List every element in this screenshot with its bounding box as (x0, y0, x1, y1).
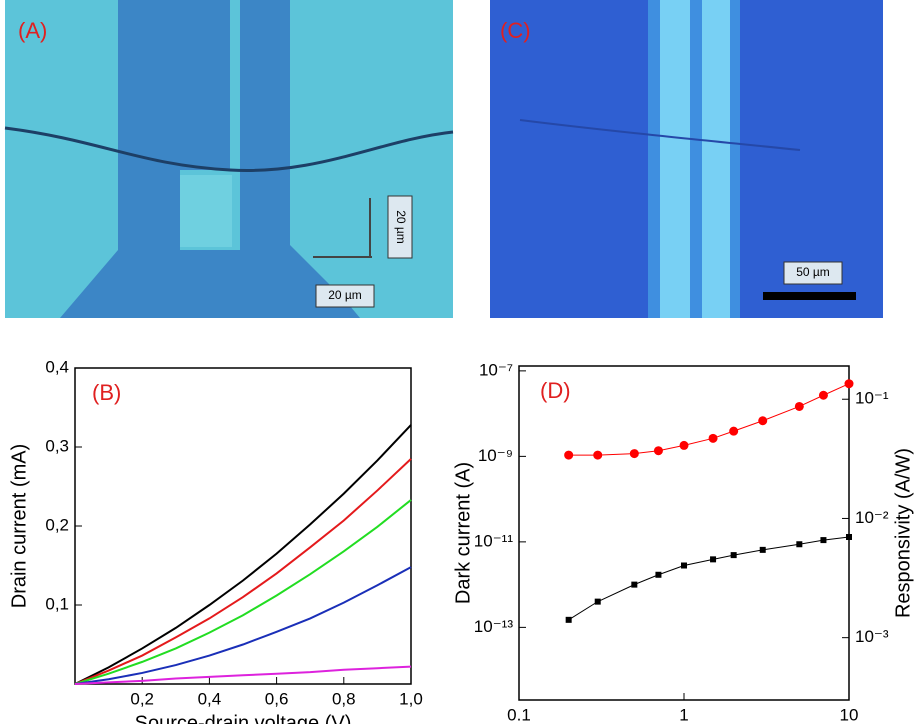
data-point (796, 541, 803, 548)
gap (180, 0, 230, 170)
data-point (710, 556, 717, 563)
data-point (820, 537, 827, 544)
plot-frame (518, 365, 850, 701)
y-tick-label: 10⁻⁷ (479, 360, 513, 379)
y2-axis-label: Responsivity (A/W) (892, 448, 914, 618)
panel-label: (D) (540, 378, 571, 403)
y-tick-label: 10⁻¹¹ (474, 531, 514, 550)
x-tick-label: 1,0 (399, 689, 423, 708)
data-point (629, 449, 639, 459)
panel-label: (B) (92, 380, 121, 405)
data-point (758, 416, 768, 426)
data-point (708, 433, 718, 443)
y-axis-label: Drain current (mA) (8, 444, 30, 608)
scale-box (783, 261, 843, 285)
data-point (794, 401, 804, 411)
series-line (568, 536, 850, 621)
data-point (655, 571, 662, 578)
data-point (846, 533, 852, 540)
waveguide (660, 0, 690, 318)
micrograph-c: 50 µm (C) (490, 0, 883, 318)
x-tick-label: 10 (840, 705, 859, 724)
y-axis-label: Dark current (A) (452, 462, 474, 604)
data-point (564, 450, 574, 460)
y-tick-label: 10⁻¹³ (474, 617, 514, 636)
x-tick-label: 0,8 (332, 689, 356, 708)
x-tick-label: 0,2 (130, 689, 154, 708)
fiber (4, 126, 454, 172)
series-line (74, 566, 412, 685)
micrograph-a: 20 µm 20 µm (A) (4, 0, 454, 318)
x-tick-label: 0,6 (265, 689, 289, 708)
data-point (631, 581, 638, 588)
y-tick-label: 0,2 (45, 515, 69, 534)
data-point (730, 552, 737, 559)
y-tick-label: 0,1 (45, 594, 69, 613)
data-point (844, 379, 854, 389)
series-line (568, 383, 850, 456)
scale-box (315, 284, 375, 308)
channel (180, 175, 232, 247)
y-tick-label: 10⁻⁹ (478, 446, 513, 465)
y2-tick-label: 10⁻² (855, 508, 889, 527)
scale-bar (763, 292, 856, 300)
waveguide (702, 0, 730, 318)
panel-label: (A) (18, 18, 47, 43)
chart: 0.111010⁻¹³10⁻¹¹10⁻⁹10⁻⁷10⁻³10⁻²10⁻¹Bias… (452, 360, 914, 724)
data-point (593, 450, 603, 460)
electrode (60, 0, 360, 318)
series-line (74, 424, 412, 685)
data-point (818, 390, 828, 400)
y-tick-label: 0,4 (45, 357, 69, 376)
scale-label: 50 µm (796, 265, 830, 279)
data-point (653, 446, 663, 456)
data-point (681, 562, 687, 569)
series-line (74, 665, 412, 685)
data-point (594, 598, 601, 605)
data-point (565, 616, 572, 623)
chart: 0,2 0,4 0,6 0,8 1,0 0,1 0,2 0,3 0,4 Source-drain … (8, 357, 423, 724)
x-tick-label: 0,4 (198, 689, 222, 708)
series-line (74, 458, 412, 685)
data-point (679, 440, 689, 450)
series-line (74, 499, 412, 685)
panel-label: (C) (500, 18, 531, 43)
fiber (519, 119, 801, 151)
plot-frame (74, 367, 412, 685)
scale-label: 20 µm (328, 288, 362, 302)
data-point (759, 546, 766, 553)
scale-box (387, 195, 413, 259)
x-tick-label: 0.1 (507, 705, 531, 724)
y2-tick-label: 10⁻³ (855, 627, 889, 646)
y-tick-label: 0,3 (45, 436, 69, 455)
x-tick-label: 1 (679, 705, 688, 724)
data-point (729, 426, 739, 436)
scale-label: 20 µm (394, 210, 408, 244)
x-axis-label: Source-drain voltage (V) (135, 712, 352, 724)
y2-tick-label: 10⁻¹ (855, 389, 889, 408)
